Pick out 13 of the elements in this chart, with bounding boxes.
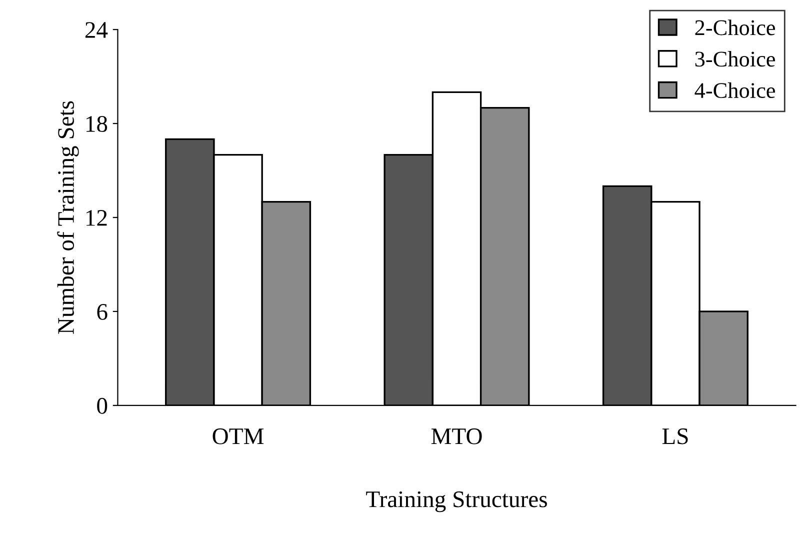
x-axis-title: Training Structures — [366, 491, 547, 512]
legend-label: 2-Choice — [695, 20, 775, 36]
y-tick-label: 18 — [86, 116, 108, 132]
y-tick-label: 12 — [86, 210, 107, 226]
x-tick-label: OTM — [212, 428, 264, 444]
y-tick-label: 0 — [97, 398, 108, 414]
legend-label: 3-Choice — [695, 51, 775, 67]
y-tick-label: 6 — [97, 304, 108, 320]
y-tick-label: 24 — [85, 22, 108, 38]
x-tick-label: MTO — [431, 428, 482, 444]
legend-label: 4-Choice — [694, 82, 775, 98]
x-tick-label: LS — [662, 428, 688, 444]
y-axis-title: Number of Training Sets — [57, 101, 79, 334]
